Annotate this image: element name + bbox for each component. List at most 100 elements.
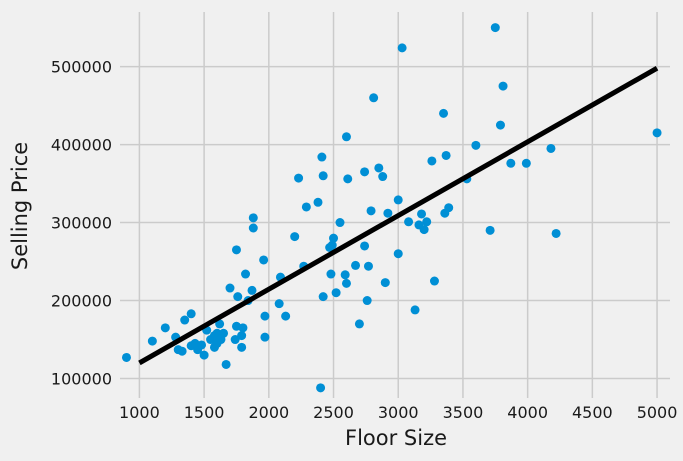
data-point <box>380 278 390 288</box>
data-point <box>393 195 403 205</box>
data-point <box>260 332 270 342</box>
data-point <box>397 43 407 53</box>
x-tick-label: 3000 <box>378 403 419 422</box>
data-point <box>121 352 131 362</box>
data-point <box>199 350 209 360</box>
data-point <box>281 311 291 321</box>
y-tick-label: 400000 <box>51 136 112 155</box>
data-point <box>351 260 361 270</box>
data-point <box>354 319 364 329</box>
data-point <box>238 323 248 333</box>
data-point <box>186 309 196 319</box>
data-point <box>410 305 420 315</box>
data-point <box>495 120 505 130</box>
data-point <box>341 132 351 142</box>
data-point <box>259 255 269 265</box>
data-point <box>331 288 341 298</box>
data-point <box>363 261 373 271</box>
data-point <box>422 217 432 227</box>
data-point <box>180 315 190 325</box>
data-point <box>248 213 258 223</box>
data-point <box>652 128 662 138</box>
x-axis-label: Floor Size <box>345 426 447 450</box>
x-tick-label: 5000 <box>637 403 678 422</box>
data-point <box>225 283 235 293</box>
grid <box>120 12 670 398</box>
data-point <box>221 359 231 369</box>
data-point <box>444 203 454 213</box>
data-point <box>301 202 311 212</box>
x-tick-label: 4500 <box>572 403 613 422</box>
data-point <box>247 285 257 295</box>
data-point <box>197 340 207 350</box>
data-point <box>343 174 353 184</box>
data-point <box>147 336 157 346</box>
data-point <box>417 209 427 219</box>
data-point <box>369 93 379 103</box>
data-point <box>219 328 229 338</box>
fit-line <box>138 65 659 366</box>
data-point <box>521 158 531 168</box>
data-point <box>237 342 247 352</box>
y-axis-label: Selling Price <box>8 142 32 270</box>
data-point <box>419 225 429 235</box>
data-point <box>374 163 384 173</box>
data-point <box>551 228 561 238</box>
data-point <box>360 167 370 177</box>
data-point <box>294 173 304 183</box>
y-tick-label: 100000 <box>51 370 112 389</box>
data-point <box>429 276 439 286</box>
y-tick-label: 300000 <box>51 214 112 233</box>
y-tick-labels: 100000 200000 300000 400000 500000 <box>51 58 112 389</box>
y-tick-label: 500000 <box>51 58 112 77</box>
data-point <box>241 269 251 279</box>
data-point <box>230 335 240 345</box>
x-tick-labels: 1000 1500 2000 2500 3000 3500 4000 4500 5000 <box>119 403 677 422</box>
data-point <box>441 150 451 160</box>
data-point <box>427 156 437 166</box>
data-point <box>366 206 376 216</box>
x-tick-label: 2500 <box>313 403 354 422</box>
data-point <box>326 269 336 279</box>
data-point <box>327 240 337 250</box>
data-point <box>439 108 449 118</box>
data-point <box>290 232 300 242</box>
x-tick-label: 1000 <box>119 403 160 422</box>
data-point <box>378 172 388 182</box>
data-point <box>546 143 556 153</box>
data-point <box>160 323 170 333</box>
y-tick-label: 200000 <box>51 292 112 311</box>
data-point <box>498 81 508 91</box>
data-point <box>393 249 403 259</box>
data-point <box>177 346 187 356</box>
data-point <box>362 296 372 306</box>
data-point <box>471 140 481 150</box>
data-point <box>260 311 270 321</box>
data-point <box>506 158 516 168</box>
data-point <box>404 217 414 227</box>
data-point <box>316 383 326 393</box>
data-point <box>215 319 225 329</box>
data-point <box>335 218 345 228</box>
data-point <box>231 245 241 255</box>
x-tick-label: 4000 <box>507 403 548 422</box>
data-point <box>248 223 258 233</box>
data-point <box>318 292 328 302</box>
data-point <box>329 233 339 243</box>
data-point <box>340 270 350 280</box>
data-points <box>121 23 662 393</box>
data-point <box>360 241 370 251</box>
data-point <box>313 197 323 207</box>
data-point <box>490 23 500 33</box>
data-point <box>318 171 328 181</box>
data-point <box>274 299 284 309</box>
data-point <box>237 331 247 341</box>
data-point <box>383 208 393 218</box>
data-point <box>485 225 495 235</box>
fit-line-group <box>138 65 659 366</box>
x-tick-label: 1500 <box>184 403 225 422</box>
data-point <box>317 152 327 162</box>
x-tick-label: 2000 <box>248 403 289 422</box>
